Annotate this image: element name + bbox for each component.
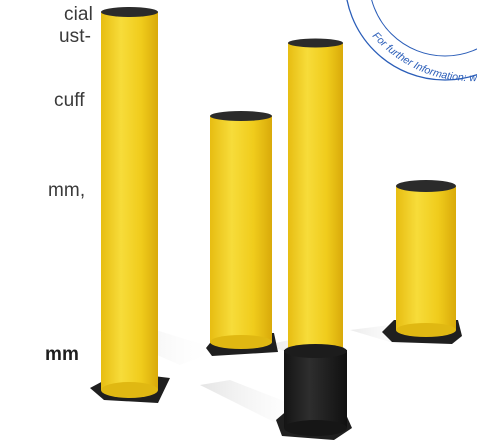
info-badge: For further Information: w [346,0,477,95]
bollard-short-right [382,180,462,344]
text-fragment-2: ust- [59,26,92,47]
text-fragment-3: cuff [54,90,85,111]
bollard-medium-center [206,111,278,356]
text-fragment-4: mm, [48,180,86,201]
text-fragment-5: mm [45,344,79,365]
bollard-with-sleeve [276,38,352,440]
text-fragment-1: cial [64,4,93,25]
bollard-tall-left [90,7,170,403]
